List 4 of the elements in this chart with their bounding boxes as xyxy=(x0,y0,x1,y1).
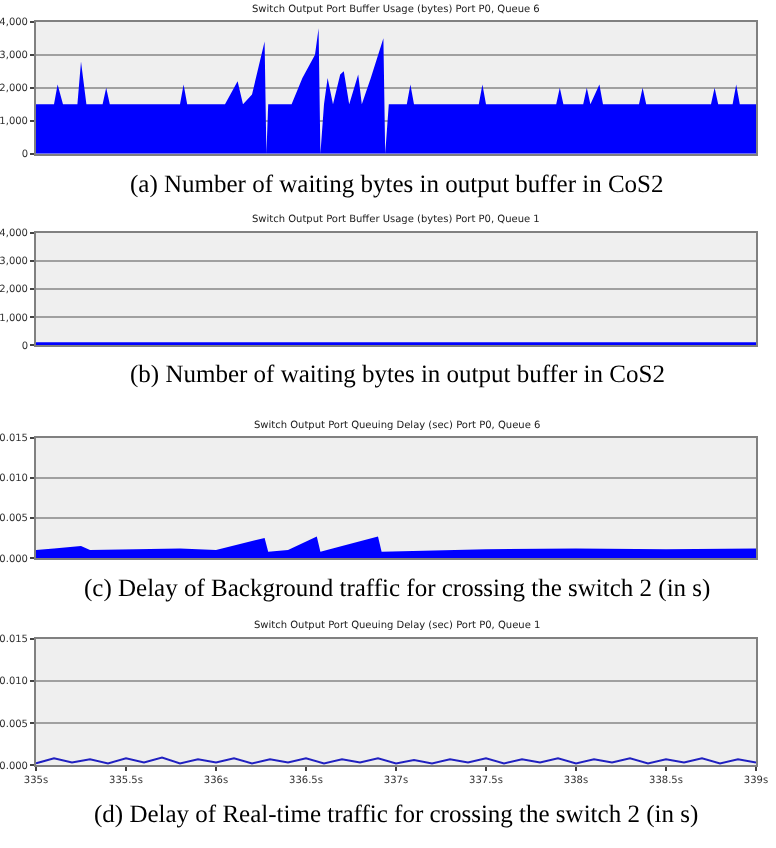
text: (c) Delay of Background traffic for crossing the switch 2 (in s) xyxy=(84,574,711,602)
text: (d) Delay of Real-time traffic for crossing the switch 2 (in s) xyxy=(94,800,699,828)
text: (b) Number of waiting bytes in output buffer in CoS2 xyxy=(130,360,665,388)
text: (a) Number of waiting bytes in output buffer in CoS2 xyxy=(130,170,664,198)
